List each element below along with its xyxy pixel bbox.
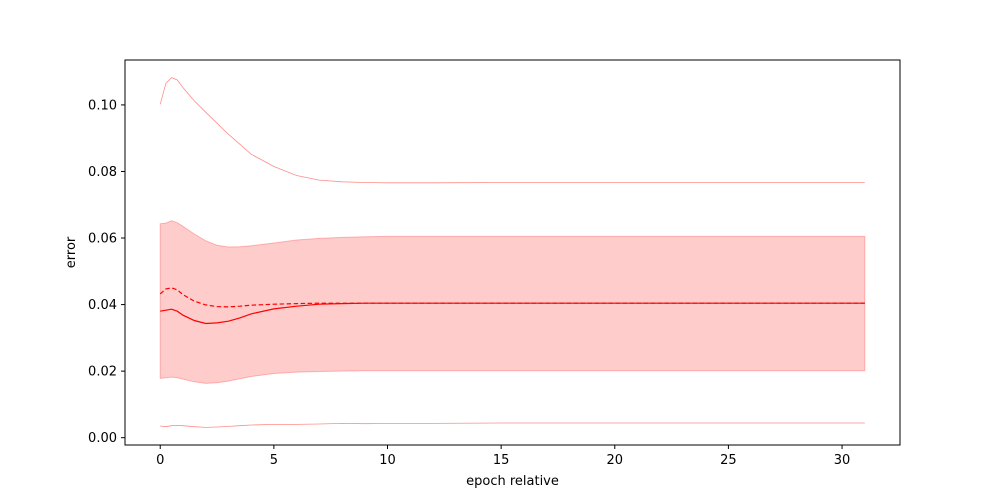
x-axis-label: epoch relative: [466, 474, 559, 489]
series-line-solid: [160, 302, 865, 325]
y-tick-label: 0.08: [88, 165, 117, 180]
y-axis: 0.00 0.02 0.04 0.06 0.08 0.10: [88, 98, 125, 446]
y-tick-label: 0.00: [88, 431, 117, 446]
y-tick-label: 0.10: [88, 98, 117, 113]
series-line-dashed: [159, 287, 865, 308]
x-tick-label: 10: [379, 453, 396, 468]
y-axis-label: error: [64, 236, 79, 268]
x-tick-label: 30: [834, 453, 851, 468]
upper-envelope-line: [159, 77, 865, 184]
x-axis: 0 5 10 15 20 25 30: [156, 445, 850, 468]
x-tick-label: 5: [270, 453, 278, 468]
y-tick-label: 0.06: [88, 232, 117, 247]
y-tick-label: 0.04: [88, 298, 117, 313]
lower-envelope-line: [160, 422, 865, 428]
y-tick-label: 0.02: [88, 365, 117, 380]
x-tick-label: 25: [720, 453, 737, 468]
x-tick-label: 0: [156, 453, 164, 468]
x-tick-label: 20: [606, 453, 623, 468]
confidence-band: [159, 220, 866, 384]
plot-frame: [124, 59, 901, 446]
plot-area: [159, 77, 866, 428]
x-tick-label: 15: [493, 453, 510, 468]
